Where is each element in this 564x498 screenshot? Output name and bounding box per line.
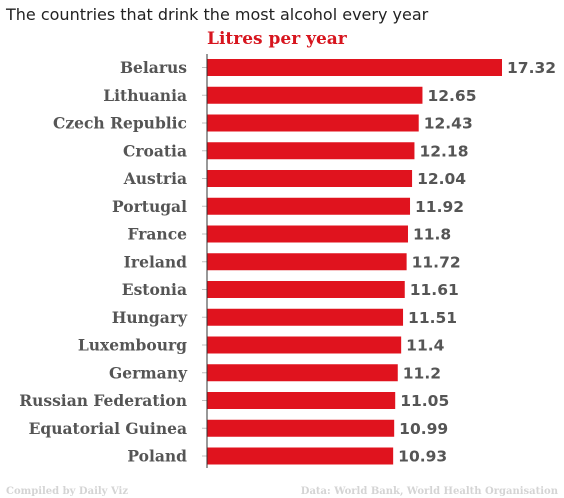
bar: [207, 364, 398, 382]
value-label: 17.32: [507, 59, 556, 77]
value-label: 11.05: [400, 392, 449, 410]
category-label: Germany: [109, 363, 188, 382]
category-label: Belarus: [120, 58, 187, 77]
chart-subtitle: Litres per year: [207, 29, 348, 49]
category-label: Austria: [123, 169, 187, 188]
bars-group: Belarus 17.32 Lithuania 12.65 Czech Republic…: [19, 58, 556, 466]
bar: [207, 253, 407, 271]
value-label: 11.2: [403, 364, 441, 382]
category-label: Russian Federation: [19, 391, 187, 410]
category-label: France: [127, 225, 187, 244]
category-label: Luxembourg: [78, 336, 187, 355]
category-label: Ireland: [124, 252, 187, 271]
value-label: 11.72: [412, 253, 461, 271]
value-label: 12.04: [417, 170, 466, 188]
bar: [207, 419, 395, 437]
value-label: 11.61: [410, 281, 459, 299]
category-label: Hungary: [112, 308, 188, 327]
value-label: 11.92: [415, 198, 464, 216]
category-label: Czech Republic: [53, 114, 187, 133]
value-label: 11.4: [406, 337, 444, 355]
category-label: Lithuania: [103, 86, 187, 105]
category-label: Estonia: [122, 280, 187, 299]
bar: [207, 114, 419, 132]
bar: [207, 336, 402, 354]
bar: [207, 59, 502, 76]
bar: [207, 281, 405, 298]
category-label: Croatia: [123, 141, 187, 160]
category-label: Poland: [127, 447, 187, 466]
bar: [207, 308, 404, 326]
category-label: Portugal: [112, 197, 187, 216]
value-label: 12.18: [419, 142, 468, 160]
value-label: 11.8: [413, 226, 451, 244]
bar: [207, 392, 396, 409]
bar: [207, 447, 394, 465]
value-label: 12.43: [424, 115, 473, 133]
bar: [207, 170, 413, 187]
footer-source: Data: World Bank, World Health Organisat…: [301, 486, 559, 497]
bar: [207, 142, 415, 160]
bar: [207, 225, 408, 243]
value-label: 10.93: [398, 448, 447, 466]
category-label: Equatorial Guinea: [29, 419, 187, 438]
bar: [207, 86, 423, 104]
bar: [207, 197, 411, 215]
value-label: 11.51: [408, 309, 457, 327]
footer-credit: Compiled by Daily Viz: [6, 486, 128, 497]
value-label: 12.65: [427, 87, 476, 105]
value-label: 10.99: [399, 420, 448, 438]
chart-title: The countries that drink the most alcoho…: [5, 5, 429, 24]
